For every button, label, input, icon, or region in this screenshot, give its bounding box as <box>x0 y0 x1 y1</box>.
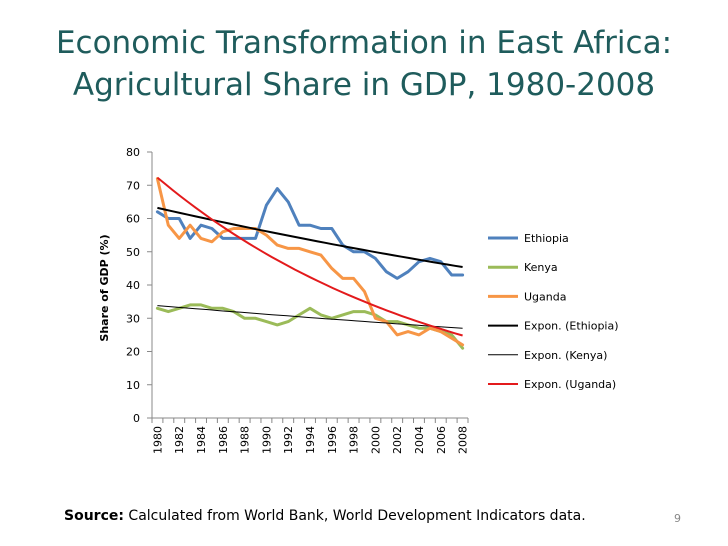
page-number: 9 <box>674 512 681 525</box>
x-tick-label: 2000 <box>369 426 382 454</box>
x-tick-label: 1992 <box>282 426 295 454</box>
slide-title: Economic Transformation in East Africa: … <box>0 22 728 106</box>
x-tick-label: 1988 <box>239 426 252 454</box>
x-tick-label: 2008 <box>457 426 470 454</box>
legend-label: Kenya <box>524 261 558 274</box>
y-axis-title: Share of GDP (%) <box>98 234 111 341</box>
x-tick-label: 1998 <box>348 426 361 454</box>
y-tick-label: 40 <box>126 279 140 292</box>
y-tick-label: 80 <box>126 146 140 159</box>
x-tick-label: 1996 <box>326 426 339 454</box>
x-tick-label: 1994 <box>304 426 317 454</box>
source-note: Source: Calculated from World Bank, Worl… <box>64 508 586 524</box>
y-tick-label: 70 <box>126 179 140 192</box>
y-tick-label: 10 <box>126 379 140 392</box>
y-tick-label: 50 <box>126 246 140 259</box>
trendline-exponkenya <box>157 305 463 329</box>
y-tick-label: 0 <box>133 412 140 425</box>
x-tick-label: 2004 <box>413 426 426 454</box>
y-tick-label: 60 <box>126 213 140 226</box>
y-tick-label: 30 <box>126 312 140 325</box>
legend-label: Ethiopia <box>524 232 569 245</box>
x-tick-label: 1982 <box>173 426 186 454</box>
legend-label: Expon. (Ethiopia) <box>524 320 619 333</box>
x-tick-label: 1984 <box>195 426 208 454</box>
title-line-1: Economic Transformation in East Africa: <box>55 25 673 61</box>
title-line-2: Agricultural Share in GDP, 1980-2008 <box>72 67 656 103</box>
legend-label: Expon. (Uganda) <box>524 378 616 391</box>
chart-legend: Ethiopia Kenya Uganda Expon. (Ethiopia) Expo… <box>488 232 619 391</box>
x-tick-label: 1980 <box>151 426 164 454</box>
x-tick-label: 2006 <box>435 426 448 454</box>
x-tick-label: 1990 <box>260 426 273 454</box>
series-line-uganda <box>155 177 465 347</box>
legend-label: Uganda <box>524 290 566 303</box>
trendline-exponuganda <box>156 176 463 337</box>
legend-label: Expon. (Kenya) <box>524 349 607 362</box>
trendline-exponethiopia <box>157 206 463 268</box>
chart-axes: 0 10 20 30 40 50 60 70 80 Share of GDP (%) 1980 198… <box>98 146 470 454</box>
chart-series <box>155 176 465 350</box>
series-line-ethiopia <box>155 187 465 280</box>
series-line-kenya <box>155 303 465 350</box>
source-text: Calculated from World Bank, World Develo… <box>128 508 586 524</box>
x-tick-label: 2002 <box>391 426 404 454</box>
x-tick-label: 1986 <box>217 426 230 454</box>
source-label: Source: <box>64 508 124 524</box>
y-tick-label: 20 <box>126 346 140 359</box>
